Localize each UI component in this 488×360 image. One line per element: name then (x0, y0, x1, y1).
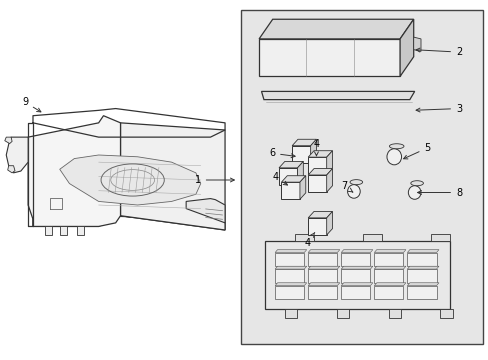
Polygon shape (186, 199, 224, 223)
Text: 4: 4 (313, 139, 319, 156)
Polygon shape (265, 241, 449, 309)
Polygon shape (310, 139, 316, 163)
Polygon shape (275, 283, 306, 285)
Polygon shape (407, 249, 438, 252)
Polygon shape (326, 168, 332, 192)
Polygon shape (373, 252, 403, 266)
Polygon shape (307, 283, 339, 285)
Polygon shape (399, 19, 413, 76)
Ellipse shape (388, 144, 403, 149)
Text: 6: 6 (268, 148, 295, 158)
Polygon shape (341, 249, 372, 252)
Polygon shape (362, 234, 381, 241)
Polygon shape (407, 252, 436, 266)
Polygon shape (77, 226, 84, 235)
Polygon shape (275, 285, 304, 299)
Text: 5: 5 (403, 143, 430, 159)
Polygon shape (275, 252, 304, 266)
Polygon shape (307, 266, 339, 269)
Polygon shape (285, 309, 296, 318)
Polygon shape (373, 249, 405, 252)
Polygon shape (307, 269, 337, 283)
Polygon shape (45, 226, 52, 235)
Polygon shape (373, 285, 403, 299)
Ellipse shape (410, 181, 423, 186)
Text: 8: 8 (417, 188, 461, 198)
Polygon shape (259, 39, 399, 76)
Polygon shape (294, 234, 313, 241)
Polygon shape (307, 175, 326, 192)
Polygon shape (373, 266, 405, 269)
Polygon shape (373, 269, 403, 283)
Bar (241, 10, 482, 344)
Polygon shape (307, 168, 332, 175)
Polygon shape (6, 137, 28, 173)
Polygon shape (373, 283, 405, 285)
Polygon shape (281, 182, 299, 199)
Polygon shape (413, 37, 420, 51)
Text: 9: 9 (22, 97, 41, 112)
Polygon shape (307, 151, 332, 157)
Polygon shape (60, 155, 201, 205)
Polygon shape (407, 266, 438, 269)
Ellipse shape (386, 149, 401, 165)
Polygon shape (307, 285, 337, 299)
Polygon shape (120, 123, 224, 230)
Polygon shape (407, 283, 438, 285)
Polygon shape (291, 139, 316, 146)
Polygon shape (299, 176, 305, 199)
Text: 4: 4 (304, 233, 314, 248)
Polygon shape (326, 211, 332, 235)
Polygon shape (5, 137, 12, 144)
Polygon shape (33, 216, 224, 230)
Polygon shape (341, 285, 370, 299)
Polygon shape (291, 146, 310, 163)
Polygon shape (388, 309, 400, 318)
Polygon shape (307, 252, 337, 266)
Polygon shape (341, 266, 372, 269)
Ellipse shape (347, 185, 360, 198)
Polygon shape (60, 226, 67, 235)
Polygon shape (326, 151, 332, 174)
Polygon shape (336, 309, 348, 318)
Polygon shape (341, 252, 370, 266)
Polygon shape (297, 161, 303, 185)
Polygon shape (279, 161, 303, 168)
Polygon shape (440, 309, 452, 318)
Polygon shape (259, 19, 413, 39)
Polygon shape (307, 249, 339, 252)
Polygon shape (407, 285, 436, 299)
Polygon shape (275, 266, 306, 269)
Text: 1: 1 (194, 175, 234, 185)
Ellipse shape (349, 180, 362, 185)
Polygon shape (307, 218, 326, 235)
Polygon shape (28, 116, 120, 226)
Polygon shape (275, 269, 304, 283)
Text: 2: 2 (415, 47, 461, 57)
Polygon shape (407, 269, 436, 283)
Ellipse shape (407, 186, 420, 199)
Polygon shape (341, 269, 370, 283)
Polygon shape (275, 249, 306, 252)
Text: 3: 3 (415, 104, 461, 113)
Polygon shape (341, 283, 372, 285)
Polygon shape (281, 176, 305, 182)
Polygon shape (307, 157, 326, 174)
Polygon shape (261, 91, 414, 100)
Text: 7: 7 (341, 181, 352, 192)
Polygon shape (8, 166, 15, 173)
Text: 4: 4 (272, 172, 287, 185)
Polygon shape (279, 168, 297, 185)
Polygon shape (307, 211, 332, 218)
Polygon shape (430, 234, 449, 241)
